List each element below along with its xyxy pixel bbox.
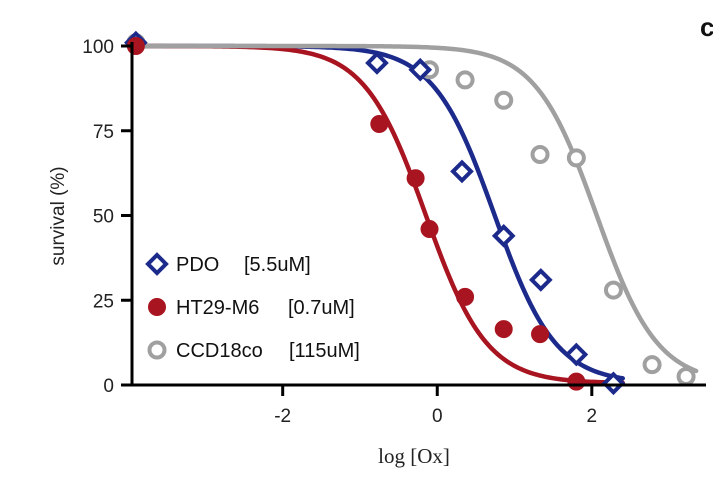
legend-label: CCD18co xyxy=(176,340,263,362)
data-point-pdo xyxy=(450,159,474,184)
data-point-ccd18co xyxy=(455,70,475,90)
fit-curves xyxy=(133,43,699,386)
y-tick-label: 50 xyxy=(93,207,114,228)
data-point-ht29-m6 xyxy=(456,287,475,306)
legend-annotation: [0.7uM] xyxy=(288,297,355,319)
y-tick-label: 100 xyxy=(82,37,114,58)
data-point-ht29-m6 xyxy=(420,220,439,239)
legend-annotation: [5.5uM] xyxy=(244,254,311,276)
legend-marker-ccd18co xyxy=(147,340,167,360)
legend-marker-ht29-m6 xyxy=(148,298,166,316)
y-axis-label: survival (%) xyxy=(48,166,69,265)
data-point-pdo xyxy=(564,342,589,367)
axes: 0 25 50 75 100 -2 0 2 xyxy=(82,37,706,427)
x-axis-label: log [Ox] xyxy=(378,444,450,468)
y-tick-label: 75 xyxy=(93,122,114,143)
legend-label: PDO xyxy=(176,254,219,276)
data-point-ccd18co xyxy=(642,355,662,375)
y-tick-label: 25 xyxy=(93,291,114,312)
data-point-pdo xyxy=(601,371,626,396)
fit-curve-ccd18co xyxy=(133,43,699,374)
fit-curve-pdo xyxy=(133,43,625,381)
data-point-pdo xyxy=(408,57,433,82)
data-point-ht29-m6 xyxy=(370,114,389,133)
legend-label: HT29-M6 xyxy=(176,297,259,319)
data-point-ccd18co xyxy=(530,144,550,164)
data-point-ccd18co xyxy=(676,367,696,387)
x-tick-label: -2 xyxy=(274,406,291,427)
legend-annotation: [115uM] xyxy=(289,340,360,362)
data-point-ht29-m6 xyxy=(406,169,425,188)
data-point-ht29-m6 xyxy=(494,320,513,339)
x-tick-label: 0 xyxy=(432,406,443,427)
panel-corner-label: c xyxy=(700,12,713,42)
data-point-ht29-m6 xyxy=(531,325,550,344)
y-tick-label: 0 xyxy=(103,376,114,397)
data-point-ht29-m6 xyxy=(567,372,586,391)
data-point-ccd18co xyxy=(603,280,623,300)
data-point-pdo xyxy=(491,224,516,248)
data-point-ccd18co xyxy=(566,148,586,168)
data-point-pdo xyxy=(528,268,553,292)
legend: PDO [5.5uM] HT29-M6 [0.7uM] CCD18co [115uM] xyxy=(145,252,360,362)
data-point-pdo xyxy=(365,51,389,75)
data-points xyxy=(124,30,696,396)
legend-marker-pdo xyxy=(145,252,169,276)
data-point-ccd18co xyxy=(494,90,514,110)
x-tick-label: 2 xyxy=(587,406,598,427)
